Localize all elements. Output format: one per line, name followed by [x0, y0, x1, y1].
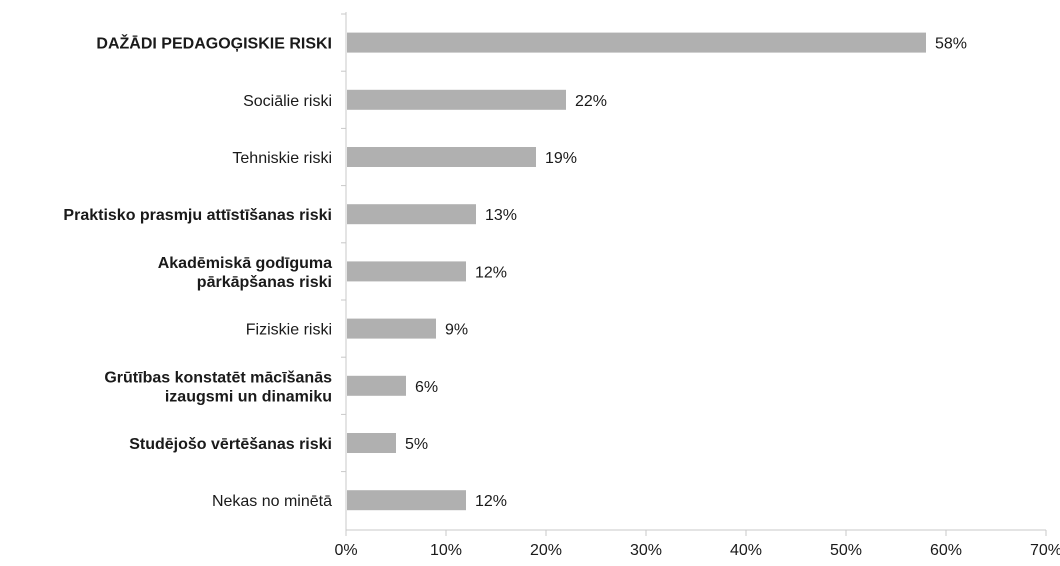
x-tick-label: 50%	[830, 542, 862, 559]
category-label: Sociālie riski	[243, 93, 332, 110]
data-label: 58%	[935, 36, 967, 53]
category-label-line: Nekas no minētā	[212, 493, 332, 510]
x-tick-label: 30%	[630, 542, 662, 559]
bar	[347, 147, 536, 167]
category-label-line: Praktisko prasmju attīstīšanas riski	[63, 207, 332, 224]
bar	[347, 375, 406, 396]
category-label-line: Sociālie riski	[243, 93, 332, 110]
category-label-line: izaugsmi un dinamiku	[165, 388, 332, 405]
data-label: 5%	[405, 436, 428, 453]
x-tick-label: 0%	[334, 542, 357, 559]
category-label: Nekas no minētā	[212, 493, 332, 510]
category-label-line: pārkāpšanas riski	[197, 274, 332, 291]
data-label: 9%	[445, 322, 468, 339]
bar	[347, 32, 926, 53]
category-label-line: DAŽĀDI PEDAGOĢISKIE RISKI	[96, 34, 332, 53]
category-label: Studējošo vērtēšanas riski	[129, 436, 332, 453]
bars	[347, 32, 926, 511]
category-label-line: Tehniskie riski	[232, 150, 332, 167]
category-label-line: Fiziskie riski	[246, 322, 332, 339]
data-label: 12%	[475, 264, 507, 281]
bar	[347, 433, 396, 453]
axes: 0% 10% 20% 30% 40% 50% 60% 70%	[334, 12, 1060, 559]
x-tick-label: 60%	[930, 542, 962, 559]
category-label-line: Studējošo vērtēšanas riski	[129, 436, 332, 453]
data-label: 6%	[415, 379, 438, 396]
category-label: Grūtības konstatēt mācīšanās izaugsmi un …	[104, 369, 332, 405]
data-label: 22%	[575, 93, 607, 110]
category-label: DAŽĀDI PEDAGOĢISKIE RISKI	[96, 34, 332, 53]
category-label-line: Akadēmiskā godīguma	[158, 255, 332, 272]
labels: 58% DAŽĀDI PEDAGOĢISKIE RISKI 22% Sociālie …	[63, 34, 967, 511]
x-tick-label: 20%	[530, 542, 562, 559]
category-label: Tehniskie riski	[232, 150, 332, 167]
category-label-line: Grūtības konstatēt mācīšanās	[104, 369, 332, 386]
bar	[347, 204, 476, 225]
data-label: 13%	[485, 207, 517, 224]
bar	[347, 89, 566, 110]
category-label: Fiziskie riski	[246, 322, 332, 339]
x-tick-label: 10%	[430, 542, 462, 559]
data-label: 12%	[475, 493, 507, 510]
data-label: 19%	[545, 150, 577, 167]
category-label: Akadēmiskā godīguma pārkāpšanas riski	[158, 255, 332, 291]
bar	[347, 318, 436, 339]
x-tick-label: 40%	[730, 542, 762, 559]
bar	[347, 490, 466, 511]
category-label: Praktisko prasmju attīstīšanas riski	[63, 207, 332, 224]
bar	[347, 261, 466, 282]
x-tick-label: 70%	[1030, 542, 1060, 559]
